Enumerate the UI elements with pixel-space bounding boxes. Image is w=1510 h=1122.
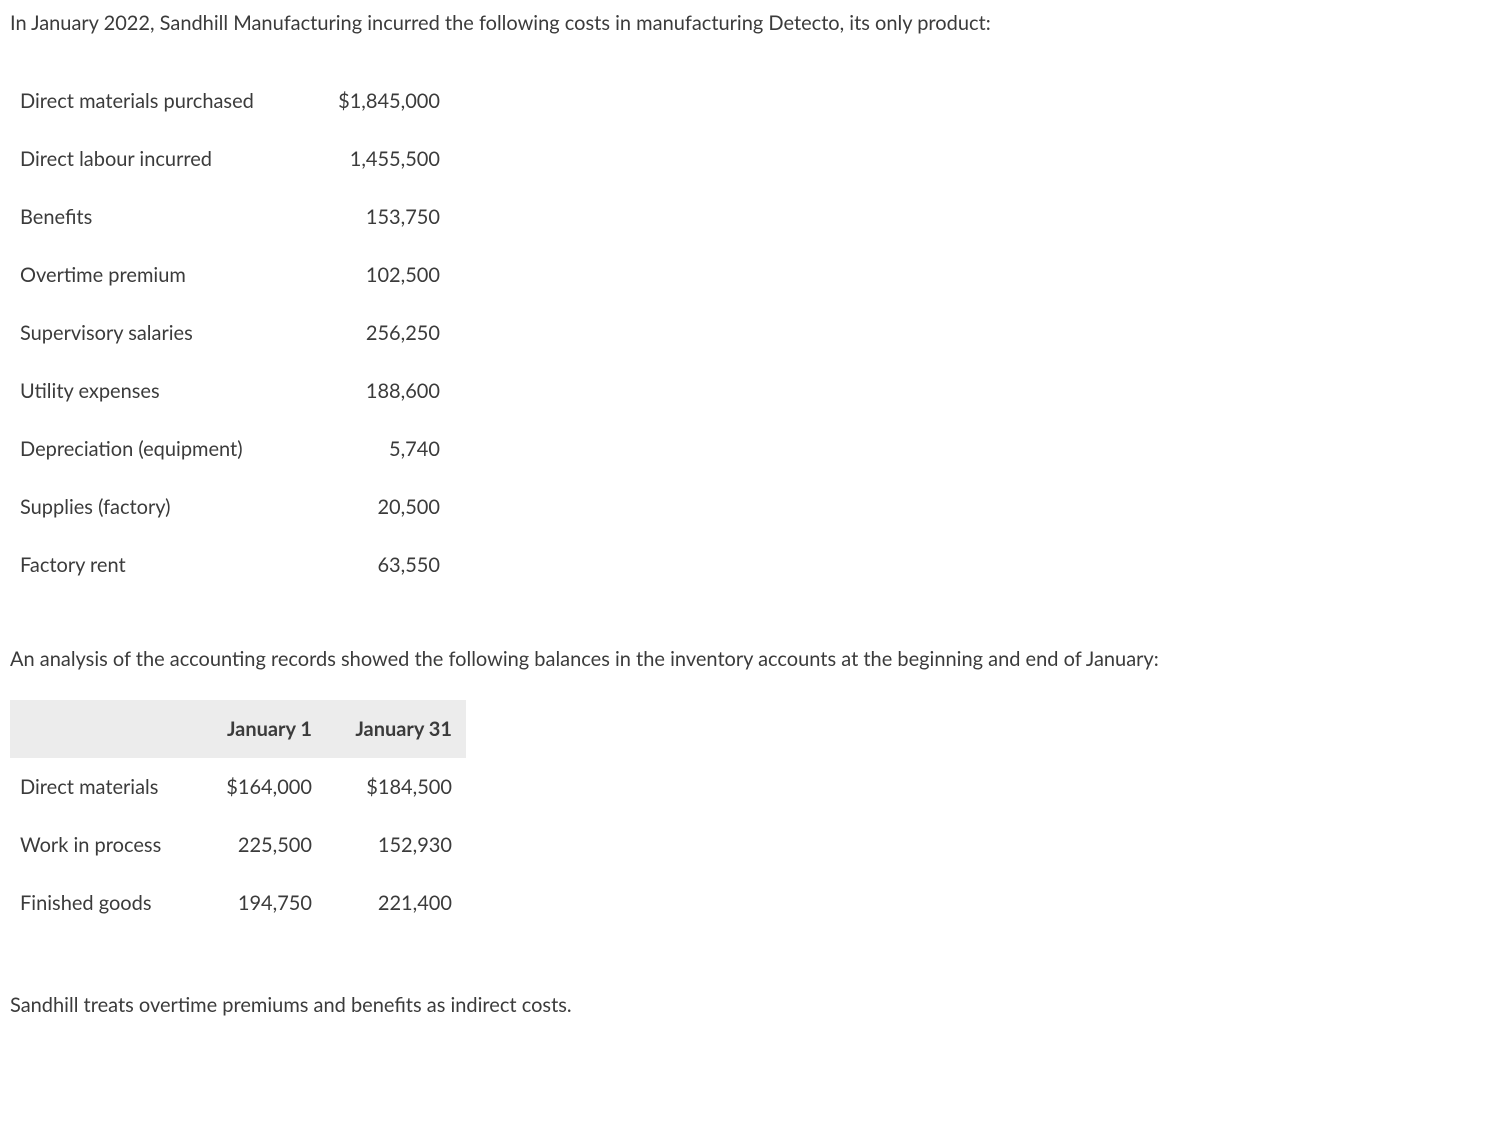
inv-jan31: 221,400	[326, 874, 466, 932]
cost-label: Depreciation (equipment)	[20, 420, 320, 478]
costs-table: Direct materials purchased $1,845,000 Di…	[20, 72, 440, 594]
table-row: Depreciation (equipment) 5,740	[20, 420, 440, 478]
inv-jan31: 152,930	[326, 816, 466, 874]
cost-amount: 63,550	[320, 536, 440, 594]
inv-jan31: $184,500	[326, 758, 466, 816]
cost-label: Direct labour incurred	[20, 130, 320, 188]
table-row: Overtime premium 102,500	[20, 246, 440, 304]
cost-amount: 188,600	[320, 362, 440, 420]
table-row: Supplies (factory) 20,500	[20, 478, 440, 536]
cost-amount: 20,500	[320, 478, 440, 536]
document-page: In January 2022, Sandhill Manufacturing …	[0, 0, 1510, 1050]
table-header-row: January 1 January 31	[10, 700, 466, 758]
inv-jan1: 225,500	[200, 816, 326, 874]
header-jan31: January 31	[326, 700, 466, 758]
inv-row-label: Finished goods	[10, 874, 200, 932]
table-row: Supervisory salaries 256,250	[20, 304, 440, 362]
header-jan1: January 1	[200, 700, 326, 758]
cost-label: Utility expenses	[20, 362, 320, 420]
inv-jan1: 194,750	[200, 874, 326, 932]
footer-paragraph: Sandhill treats overtime premiums and be…	[10, 990, 1500, 1020]
inv-jan1: $164,000	[200, 758, 326, 816]
intro-paragraph: In January 2022, Sandhill Manufacturing …	[10, 8, 1500, 38]
cost-label: Supervisory salaries	[20, 304, 320, 362]
inventory-table: January 1 January 31 Direct materials $1…	[10, 700, 466, 932]
cost-amount: 5,740	[320, 420, 440, 478]
cost-label: Overtime premium	[20, 246, 320, 304]
cost-label: Benefits	[20, 188, 320, 246]
cost-amount: 256,250	[320, 304, 440, 362]
cost-label: Supplies (factory)	[20, 478, 320, 536]
cost-label: Factory rent	[20, 536, 320, 594]
cost-label: Direct materials purchased	[20, 72, 320, 130]
header-blank	[10, 700, 200, 758]
cost-amount: 1,455,500	[320, 130, 440, 188]
table-row: Direct materials $164,000 $184,500	[10, 758, 466, 816]
cost-amount: 102,500	[320, 246, 440, 304]
table-row: Finished goods 194,750 221,400	[10, 874, 466, 932]
table-row: Work in process 225,500 152,930	[10, 816, 466, 874]
table-row: Direct materials purchased $1,845,000	[20, 72, 440, 130]
cost-amount: $1,845,000	[320, 72, 440, 130]
table-row: Factory rent 63,550	[20, 536, 440, 594]
table-row: Utility expenses 188,600	[20, 362, 440, 420]
mid-paragraph: An analysis of the accounting records sh…	[10, 644, 1500, 674]
table-row: Direct labour incurred 1,455,500	[20, 130, 440, 188]
cost-amount: 153,750	[320, 188, 440, 246]
inv-row-label: Direct materials	[10, 758, 200, 816]
table-row: Benefits 153,750	[20, 188, 440, 246]
inv-row-label: Work in process	[10, 816, 200, 874]
